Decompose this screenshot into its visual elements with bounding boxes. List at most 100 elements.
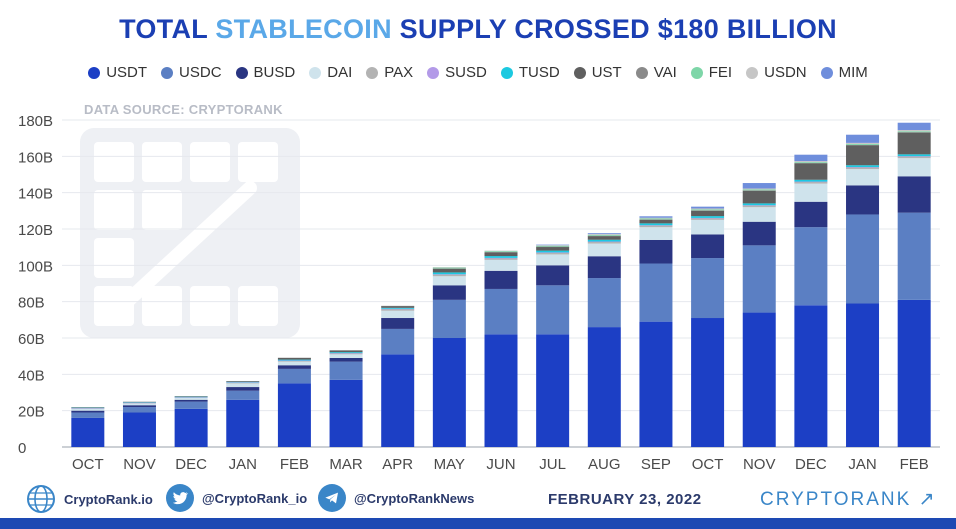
bar-segment-ust bbox=[742, 190, 776, 204]
bar-segment-fei bbox=[587, 234, 621, 236]
bar-segment-mim bbox=[846, 134, 880, 143]
bar-segment-susd bbox=[897, 156, 931, 157]
bar-segment-ust bbox=[329, 350, 363, 353]
x-tick-label: DEC bbox=[175, 456, 207, 473]
bar-segment-ust bbox=[277, 357, 311, 360]
legend-swatch bbox=[573, 66, 586, 79]
y-tick-label: 100B bbox=[18, 258, 53, 275]
bar-segment-busd bbox=[897, 176, 931, 213]
bar-segment-busd bbox=[174, 399, 208, 402]
legend-swatch bbox=[690, 66, 703, 79]
bar-segment-usdt bbox=[639, 321, 673, 447]
footer-twitter-label: @CryptoRank_io bbox=[202, 490, 308, 506]
legend-label: USDC bbox=[179, 64, 222, 81]
legend-swatch bbox=[500, 66, 513, 79]
footer-twitter[interactable]: @CryptoRank_io bbox=[166, 484, 307, 512]
bar-segment-usdt bbox=[897, 299, 931, 447]
bar-segment-vai bbox=[742, 190, 776, 191]
bar-segment-pax bbox=[432, 274, 466, 277]
bar-segment-ust bbox=[639, 219, 673, 224]
bar-segment-usdn bbox=[897, 129, 931, 132]
bar-segment-dai bbox=[71, 408, 105, 411]
bar-segment-ust bbox=[71, 407, 105, 408]
legend-label: TUSD bbox=[518, 64, 560, 81]
bar-segment-mim bbox=[536, 244, 570, 246]
y-tick-label: 40B bbox=[18, 367, 45, 384]
bar-segment-vai bbox=[432, 268, 466, 269]
bar-segment-usdt bbox=[536, 334, 570, 447]
bar-segment-susd bbox=[277, 360, 311, 362]
bar-segment-usdt bbox=[432, 338, 466, 447]
legend-item-mim: MIM bbox=[820, 64, 868, 81]
y-tick-label: 140B bbox=[18, 186, 53, 203]
legend-swatch bbox=[746, 66, 759, 79]
bar-segment-dai bbox=[226, 383, 260, 388]
bar-segment-dai bbox=[639, 227, 673, 240]
bar-segment-usdn bbox=[587, 234, 621, 235]
bar-segment-usdt bbox=[277, 383, 311, 447]
bar-segment-usdn bbox=[691, 208, 725, 210]
bar-segment-busd bbox=[846, 185, 880, 215]
y-tick-label: 20B bbox=[18, 404, 45, 421]
bar-segment-tusd bbox=[226, 381, 260, 383]
bar-segment-pax bbox=[639, 225, 673, 228]
bar-segment-ust bbox=[587, 236, 621, 240]
telegram-icon bbox=[318, 484, 346, 512]
legend-item-usdt: USDT bbox=[88, 64, 147, 81]
bar-segment-usdc bbox=[329, 361, 363, 380]
legend-label: PAX bbox=[384, 64, 414, 81]
bottom-bar bbox=[0, 518, 956, 529]
legend-label: UST bbox=[591, 64, 622, 81]
bar-segment-usdc bbox=[277, 368, 311, 384]
bar-segment-tusd bbox=[277, 359, 311, 361]
bar-segment-dai bbox=[846, 169, 880, 186]
bar-segment-susd bbox=[432, 274, 466, 275]
bar-segment-usdc bbox=[122, 407, 156, 413]
bar-segment-busd bbox=[71, 410, 105, 413]
y-tick-label: 60B bbox=[18, 331, 45, 348]
bar-segment-pax bbox=[587, 241, 621, 244]
bar-segment-vai bbox=[484, 252, 518, 253]
legend-label: USDN bbox=[764, 64, 807, 81]
footer-telegram[interactable]: @CryptoRankNews bbox=[318, 484, 474, 512]
date-label: FEBRUARY 23, 2022 bbox=[548, 491, 702, 508]
bar-segment-pax bbox=[277, 360, 311, 362]
bar-segment-usdt bbox=[846, 303, 880, 447]
bar-segment-usdt bbox=[71, 417, 105, 447]
bar-segment-dai bbox=[484, 259, 518, 271]
bar-segment-tusd bbox=[846, 165, 880, 168]
bar-segment-pax bbox=[381, 308, 415, 311]
y-tick-label: 0 bbox=[18, 440, 26, 457]
x-tick-label: MAY bbox=[434, 456, 465, 473]
x-tick-label: OCT bbox=[692, 456, 724, 473]
brand-logo[interactable]: CRYPTORANK ↗ bbox=[760, 489, 937, 510]
bar-segment-susd bbox=[226, 382, 260, 383]
legend-item-busd: BUSD bbox=[235, 64, 295, 81]
bar-segment-usdt bbox=[174, 408, 208, 447]
bar-segment-dai bbox=[432, 276, 466, 286]
legend-item-usdn: USDN bbox=[746, 64, 807, 81]
legend-label: DAI bbox=[327, 64, 353, 81]
x-tick-label: JAN bbox=[848, 456, 876, 473]
bar-segment-susd bbox=[381, 308, 415, 310]
footer-site[interactable]: CryptoRank.io bbox=[26, 484, 153, 514]
bar-segment-pax bbox=[484, 258, 518, 260]
bar-segment-usdn bbox=[432, 267, 466, 268]
bar-segment-tusd bbox=[71, 407, 105, 409]
y-tick-label: 80B bbox=[18, 295, 45, 312]
bar-segment-susd bbox=[329, 353, 363, 354]
bar-segment-tusd bbox=[691, 216, 725, 218]
x-tick-label: JUN bbox=[486, 456, 515, 473]
bar-segment-usdc bbox=[71, 412, 105, 418]
legend-item-pax: PAX bbox=[366, 64, 413, 81]
bar-segment-usdn bbox=[742, 188, 776, 190]
bar-segment-tusd bbox=[174, 396, 208, 398]
title-accent: STABLECOIN bbox=[215, 14, 392, 44]
bar-segment-busd bbox=[587, 256, 621, 279]
bar-segment-mim bbox=[587, 233, 621, 235]
bar-segment-usdc bbox=[226, 390, 260, 400]
bar-segment-tusd bbox=[639, 223, 673, 226]
bar-segment-ust bbox=[691, 210, 725, 217]
footer-telegram-label: @CryptoRankNews bbox=[354, 490, 475, 506]
bar-segment-usdc bbox=[484, 288, 518, 335]
